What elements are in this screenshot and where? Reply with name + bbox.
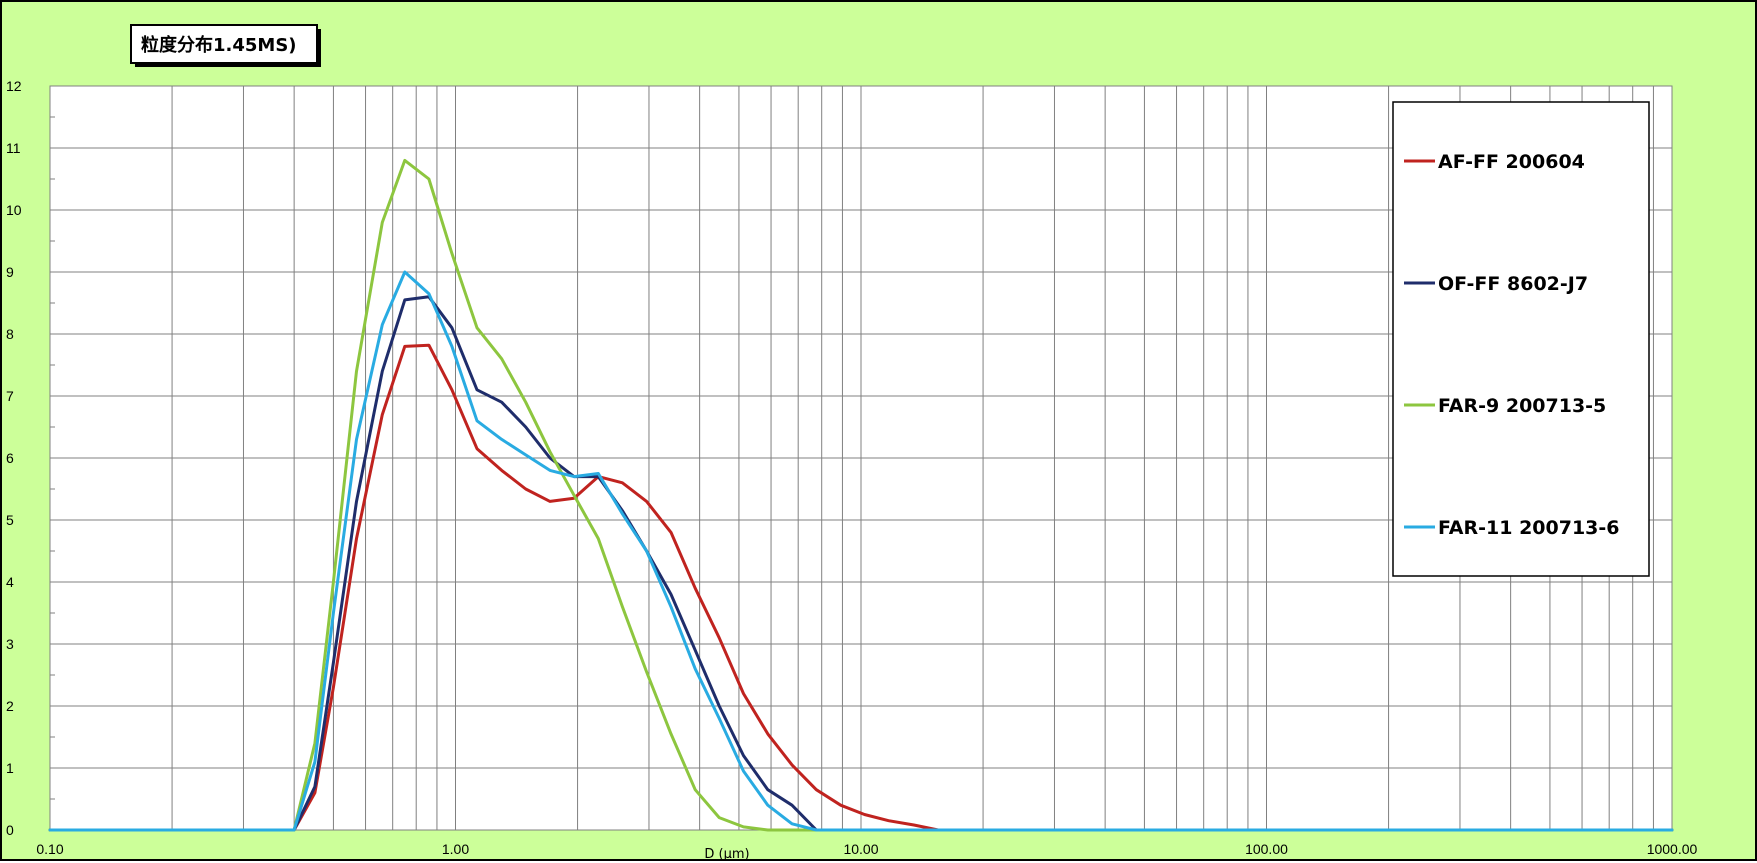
- legend-label: OF-FF 8602-J7: [1438, 273, 1588, 295]
- y-tick-label: 6: [6, 450, 14, 466]
- x-tick-label: 0.10: [36, 841, 63, 857]
- series-line: [48, 158, 1674, 832]
- y-tick-label: 3: [6, 636, 14, 652]
- chart-title: 粒度分布1.45MS): [130, 24, 321, 67]
- series-lines: [48, 158, 1674, 832]
- legend-label: FAR-11 200713-6: [1438, 517, 1620, 539]
- y-tick-label: 1: [6, 760, 14, 776]
- y-tick-label: 11: [6, 140, 21, 156]
- x-tick-label: 1000.00: [1647, 841, 1698, 857]
- y-tick-label: 2: [6, 698, 14, 714]
- legend-label: FAR-9 200713-5: [1438, 395, 1606, 417]
- y-tick-label: 8: [6, 326, 14, 342]
- series-line: [48, 295, 1674, 832]
- y-tick-label: 5: [6, 512, 14, 528]
- y-tick-label: 0: [6, 822, 14, 838]
- y-tick-label: 9: [6, 264, 14, 280]
- y-tick-label: 4: [6, 574, 14, 590]
- legend-items: AF-FF 200604 OF-FF 8602-J7 FAR-9 200713-5 F…: [1404, 151, 1620, 539]
- legend-box: [1392, 101, 1650, 577]
- x-axis-label: D (μm): [704, 847, 749, 862]
- y-tick-label: 10: [6, 202, 22, 218]
- y-tick-label: 7: [6, 388, 14, 404]
- series-line: [48, 270, 1674, 832]
- chart-title-text: 粒度分布1.45MS): [141, 34, 297, 56]
- y-tick-label: 12: [6, 78, 22, 94]
- x-tick-label: 1.00: [442, 841, 469, 857]
- x-tick-label: 100.00: [1245, 841, 1288, 857]
- x-tick-label: 10.00: [843, 841, 878, 857]
- legend-label: AF-FF 200604: [1438, 151, 1585, 173]
- series-line: [48, 343, 1674, 832]
- legend[interactable]: AF-FF 200604 OF-FF 8602-J7 FAR-9 200713-5 F…: [1392, 101, 1650, 577]
